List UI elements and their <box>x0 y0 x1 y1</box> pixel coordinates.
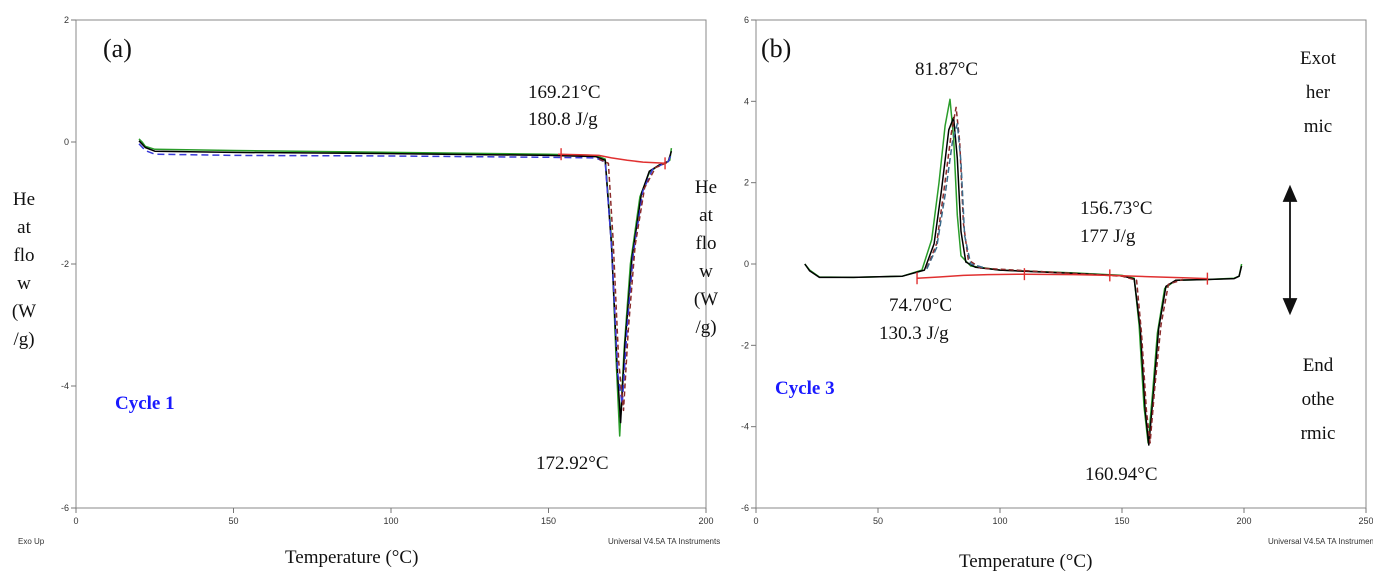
panel-a-annotation-onset-temp: 169.21°C <box>528 82 601 103</box>
x-tick-label: 50 <box>228 516 238 526</box>
panel-b-xlabel: Temperature (°C) <box>959 551 1092 571</box>
panel-b-endothermic-label: End othe rmic <box>1301 355 1336 444</box>
panel-b-ylabel-line: flo <box>695 233 716 254</box>
endothermic-label-line: rmic <box>1301 423 1336 444</box>
x-tick-label: 100 <box>383 516 398 526</box>
y-tick-label: -6 <box>741 503 749 513</box>
panel-a-plot-frame <box>75 19 707 509</box>
panel-a-ylabel-line: flo <box>13 245 34 266</box>
series-line <box>926 122 986 270</box>
panel-b-annotation-cryst-enthalpy: 130.3 J/g <box>879 323 949 344</box>
panel-a-annotation-peak-temp: 172.92°C <box>536 453 609 474</box>
panel-a-footer-software: Universal V4.5A TA Instruments <box>608 537 720 546</box>
panel-b-chart: 0 50 100 150 200 250 6 4 2 0 -2 -4 -6 (b) Cycle 3 81… <box>694 15 1373 571</box>
x-tick-label: 250 <box>1358 516 1373 526</box>
panel-b-ticks: 0 50 100 150 200 250 6 4 2 0 -2 -4 -6 <box>741 15 1373 526</box>
panel-b-cycle-label: Cycle 3 <box>775 378 835 399</box>
series-line <box>926 106 1184 444</box>
panel-b-markers <box>916 268 1209 285</box>
panel-b-exothermic-label: Exot her mic <box>1300 48 1337 137</box>
double-arrow-icon <box>1282 184 1298 316</box>
endothermic-label-line: End <box>1303 355 1334 376</box>
x-tick-label: 50 <box>873 516 883 526</box>
x-tick-label: 150 <box>1114 516 1129 526</box>
y-tick-label: 2 <box>744 178 749 188</box>
panel-a-ylabel-line: at <box>17 217 31 238</box>
x-tick-label: 200 <box>1236 516 1251 526</box>
panel-a-ylabel-line: He <box>13 189 35 210</box>
panel-a-ticks: 0 50 100 150 200 2 0 -2 -4 -6 <box>61 15 714 526</box>
x-tick-label: 0 <box>753 516 758 526</box>
series-line <box>557 153 666 165</box>
series-line <box>138 143 673 406</box>
panel-a-markers <box>560 148 666 170</box>
panel-a-ylabel-line: /g) <box>13 329 34 350</box>
panel-a-chart: 0 50 100 150 200 2 0 -2 -4 -6 (a) Cycle 1 169.21°… <box>12 15 720 568</box>
exothermic-label-line: her <box>1306 82 1331 103</box>
panel-b-annotation-melt-enthalpy: 177 J/g <box>1080 226 1136 247</box>
panel-b-ylabel-line: /g) <box>695 317 716 338</box>
y-tick-label: -2 <box>61 259 69 269</box>
y-tick-label: 2 <box>64 15 69 25</box>
panel-b-ylabel: He at flo w (W /g) <box>694 177 718 338</box>
series-line <box>138 140 673 424</box>
panel-b-ylabel-line: He <box>695 177 717 198</box>
panel-a-label: (a) <box>103 34 132 63</box>
panel-b-annotation-melt-onset: 156.73°C <box>1080 198 1153 219</box>
panel-a-ylabel: He at flo w (W /g) <box>12 189 36 350</box>
x-tick-label: 150 <box>541 516 556 526</box>
x-tick-label: 0 <box>73 516 78 526</box>
y-tick-label: -4 <box>61 381 69 391</box>
exothermic-label-line: mic <box>1304 116 1333 137</box>
panel-a-cycle-label: Cycle 1 <box>115 393 175 414</box>
y-tick-label: 0 <box>64 137 69 147</box>
exothermic-label-line: Exot <box>1300 48 1337 69</box>
panel-b-ylabel-line: w <box>699 261 713 282</box>
panel-b-ylabel-line: (W <box>694 289 718 310</box>
x-tick-label: 100 <box>992 516 1007 526</box>
y-tick-label: 4 <box>744 96 749 106</box>
y-tick-label: -6 <box>61 503 69 513</box>
panel-a-series <box>138 138 673 437</box>
panel-b-annotation-melt-peak: 160.94°C <box>1085 464 1158 485</box>
y-tick-label: -2 <box>741 340 749 350</box>
panel-b-plot-frame <box>755 19 1367 509</box>
panel-a-annotation-enthalpy: 180.8 J/g <box>528 109 598 130</box>
panel-b-series <box>804 98 1243 446</box>
panel-a-ylabel-line: w <box>17 273 31 294</box>
panel-b-ylabel-line: at <box>699 205 713 226</box>
panel-a-footer-exo-up: Exo Up <box>18 537 45 546</box>
series-line <box>598 158 669 412</box>
y-tick-label: -4 <box>741 422 749 432</box>
y-tick-label: 6 <box>744 15 749 25</box>
series-line <box>916 273 1208 280</box>
panel-b-footer-software: Universal V4.5A TA Instruments <box>1268 537 1373 546</box>
endothermic-label-line: othe <box>1302 389 1335 410</box>
panel-a-xlabel: Temperature (°C) <box>285 547 418 568</box>
y-tick-label: 0 <box>744 259 749 269</box>
x-tick-label: 200 <box>698 516 713 526</box>
panel-a-ylabel-line: (W <box>12 301 36 322</box>
panel-b-annotation-cryst-peak: 81.87°C <box>915 59 978 80</box>
panel-b-annotation-cryst-onset: 74.70°C <box>889 295 952 316</box>
panel-b-label: (b) <box>761 34 791 63</box>
